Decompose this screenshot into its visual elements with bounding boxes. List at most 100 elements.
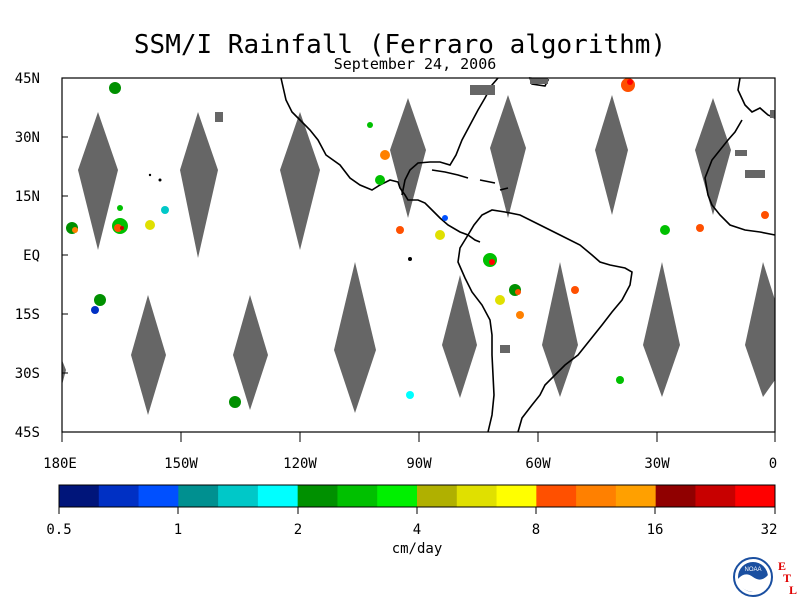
swath-gap [490,95,526,218]
island [148,173,152,177]
lat-label-15n: 15N [15,189,40,205]
swath-gap [442,275,477,398]
lon-label-120w: 120W [283,456,317,472]
swath-gap [131,295,166,415]
swath-gap [595,95,628,215]
colorbar-swatch [655,485,696,507]
swath-gap [233,295,268,410]
rain-cell [627,79,633,85]
swath-gap [745,262,775,397]
swath-gap [334,262,376,413]
colorbar-swatch [98,485,140,507]
letter-t: T [783,571,791,585]
etl-letters: E T L [778,559,797,597]
colorbar-swatch [257,485,299,507]
colorbar-swatch [297,485,338,507]
no-data-blob [735,150,747,156]
colorbar-label: 1 [174,522,182,538]
europe-africa-coast [704,77,776,236]
letter-l: L [789,583,797,597]
colorbar-swatch [59,485,100,507]
rain-cell [72,227,78,233]
rain-cell [114,224,122,232]
letter-e: E [778,559,786,573]
rain-cell [406,391,414,399]
colorbar [59,485,776,507]
rainfall-patches [66,78,769,408]
no-data-blob [470,85,495,95]
swath-gap [280,112,320,250]
rain-cell [380,150,390,160]
colorbar-swatch [218,485,259,507]
rain-cell [367,122,373,128]
no-data-blobs [215,78,775,353]
colorbar-swatch [337,485,378,507]
logo-wave [738,574,768,593]
no-data-blob [500,345,510,353]
colorbar-label: 0.5 [46,522,71,538]
colorbar-swatch [377,485,418,507]
lat-label-15s: 15S [15,307,40,323]
no-data-blob [770,110,775,118]
south-america-west-coast [457,234,495,433]
swath-gap [180,112,218,258]
lon-label-60w: 60W [525,456,551,472]
colorbar-swatch [536,485,577,507]
swath-gap [643,262,680,397]
rain-cell [120,226,124,230]
rain-cell [375,175,385,185]
no-data-swaths [62,95,775,415]
south-america-coast [467,209,633,433]
rain-cell [435,230,445,240]
no-data-blob [215,112,223,122]
rain-cell [696,224,704,232]
colorbar-label: 16 [647,522,664,538]
colorbar-swatch [695,485,736,507]
longitude-labels: 180E 150W 120W 90W 60W 30W 0 [43,456,777,472]
colorbar-units: cm/day [392,541,443,557]
lon-label-180e: 180E [43,456,77,472]
rain-cell [516,311,524,319]
coastlines [280,77,776,433]
colorbar-swatch [138,485,179,507]
colorbar-swatch [615,485,657,507]
logo-text: NOAA [744,567,761,573]
rain-cell [442,215,448,221]
rain-cell [117,205,123,211]
lon-label-150w: 150W [164,456,198,472]
rain-cell [660,225,670,235]
gulf-coast [401,77,499,196]
colorbar-labels: 0.5 1 2 4 8 16 32 [46,522,777,538]
noaa-logo: NOAA [733,557,773,597]
colorbar-label: 32 [761,522,778,538]
rain-cell [495,295,505,305]
island [158,178,162,182]
lon-label-30w: 30W [644,456,670,472]
rain-cell [94,294,106,306]
rain-cell [161,206,169,214]
north-america-coast [280,77,481,243]
no-data-blob [530,78,548,84]
lat-label-30n: 30N [15,130,40,146]
no-data-blob [745,170,765,178]
colorbar-swatch [178,485,219,507]
longitude-ticks [61,432,776,442]
swath-gap [78,112,118,250]
colorbar-swatch [456,485,498,507]
lat-label-30s: 30S [15,366,40,382]
colorbar-label: 4 [413,522,421,538]
rain-cell [109,82,121,94]
rain-cell [571,286,579,294]
rain-cell [396,226,404,234]
colorbar-swatch [496,485,537,507]
rain-cell [616,376,624,384]
map-title: SSM/I Rainfall (Ferraro algorithm) [133,30,667,60]
caribbean-islands [431,169,509,191]
island [408,257,412,261]
swath-gap [390,98,426,218]
colorbar-swatch [576,485,617,507]
rain-cell [229,396,241,408]
latitude-labels: 45N 30N 15N EQ 15S 30S 45S [15,71,40,441]
lat-label-eq: EQ [23,248,40,264]
